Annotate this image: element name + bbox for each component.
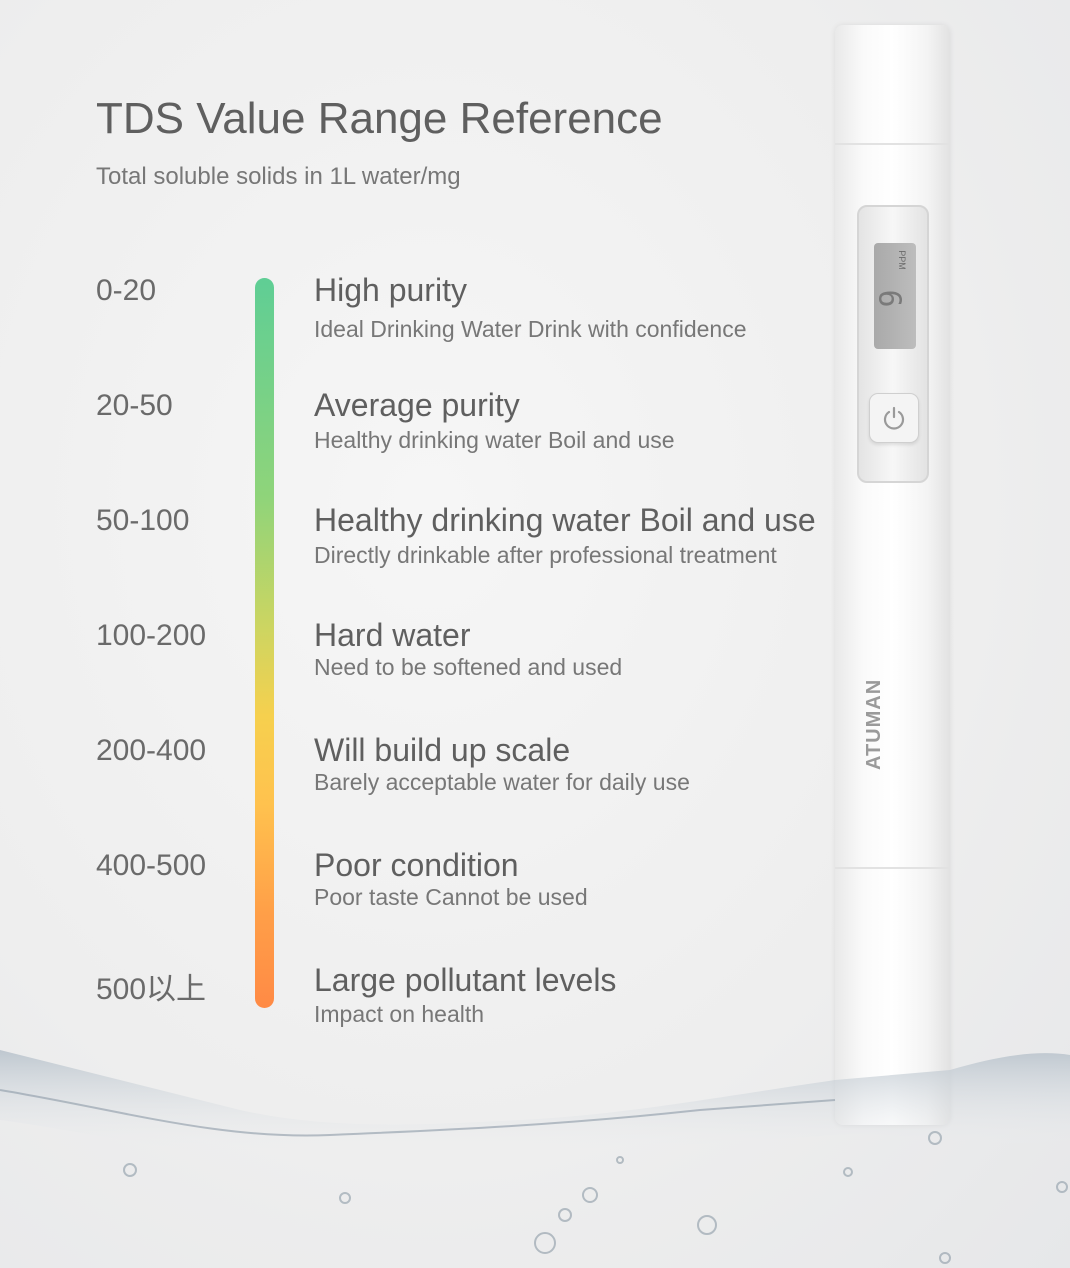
lcd-display: 6 PPM [871,243,916,349]
row-heading: Average purity [314,387,520,423]
tds-pen-device: 6 PPM ATUMAN [835,25,950,1125]
page-title: TDS Value Range Reference [96,94,663,143]
tds-row: 500以上 Large pollutant levels Impact on h… [0,962,840,1078]
range-label: 50-100 [96,504,190,537]
row-heading: High purity [314,272,467,308]
tds-gradient-bar [255,278,274,1008]
water-bubbles [123,1131,1068,1264]
row-description: Need to be softened and used [314,654,623,680]
tds-row: 400-500 Poor condition Poor taste Cannot… [0,847,840,963]
lcd-unit: PPM [896,250,907,270]
brand-logo: ATUMAN [863,678,885,770]
row-description: Poor taste Cannot be used [314,884,588,910]
row-heading: Hard water [314,617,471,653]
range-label: 200-400 [96,734,207,767]
row-description: Impact on health [314,1001,485,1027]
body-seam [835,867,950,869]
range-label: 500以上 [96,973,207,1006]
tds-row: 200-400 Will build up scale Barely accep… [0,732,840,848]
tds-row: 20-50 Average purity Healthy drinking wa… [0,387,840,503]
lcd-value: 6 [871,289,907,308]
row-description: Ideal Drinking Water Drink with confiden… [314,316,747,342]
tds-row: 100-200 Hard water Need to be softened a… [0,617,840,733]
row-heading: Poor condition [314,847,519,883]
power-button[interactable] [869,393,919,443]
row-description: Directly drinkable after professional tr… [314,542,777,568]
row-description: Barely acceptable water for daily use [314,769,690,795]
row-heading: Will build up scale [314,732,571,768]
cap-seam [835,143,950,145]
tds-row: 0-20 High purity Ideal Drinking Water Dr… [0,272,840,388]
range-label: 400-500 [96,849,207,882]
tds-row: 50-100 Healthy drinking water Boil and u… [0,502,840,618]
row-heading: Large pollutant levels [314,962,617,998]
page-subtitle: Total soluble solids in 1L water/mg [96,163,461,190]
range-label: 20-50 [96,389,173,422]
water-splash [0,1050,1070,1264]
water-wave [0,1050,1070,1153]
row-heading: Healthy drinking water Boil and use [314,502,816,538]
range-label: 0-20 [96,274,157,307]
control-panel: 6 PPM [857,205,929,483]
range-label: 100-200 [96,619,207,652]
row-description: Healthy drinking water Boil and use [314,427,675,453]
water-wave-highlight [0,1089,836,1137]
power-icon [883,406,905,430]
